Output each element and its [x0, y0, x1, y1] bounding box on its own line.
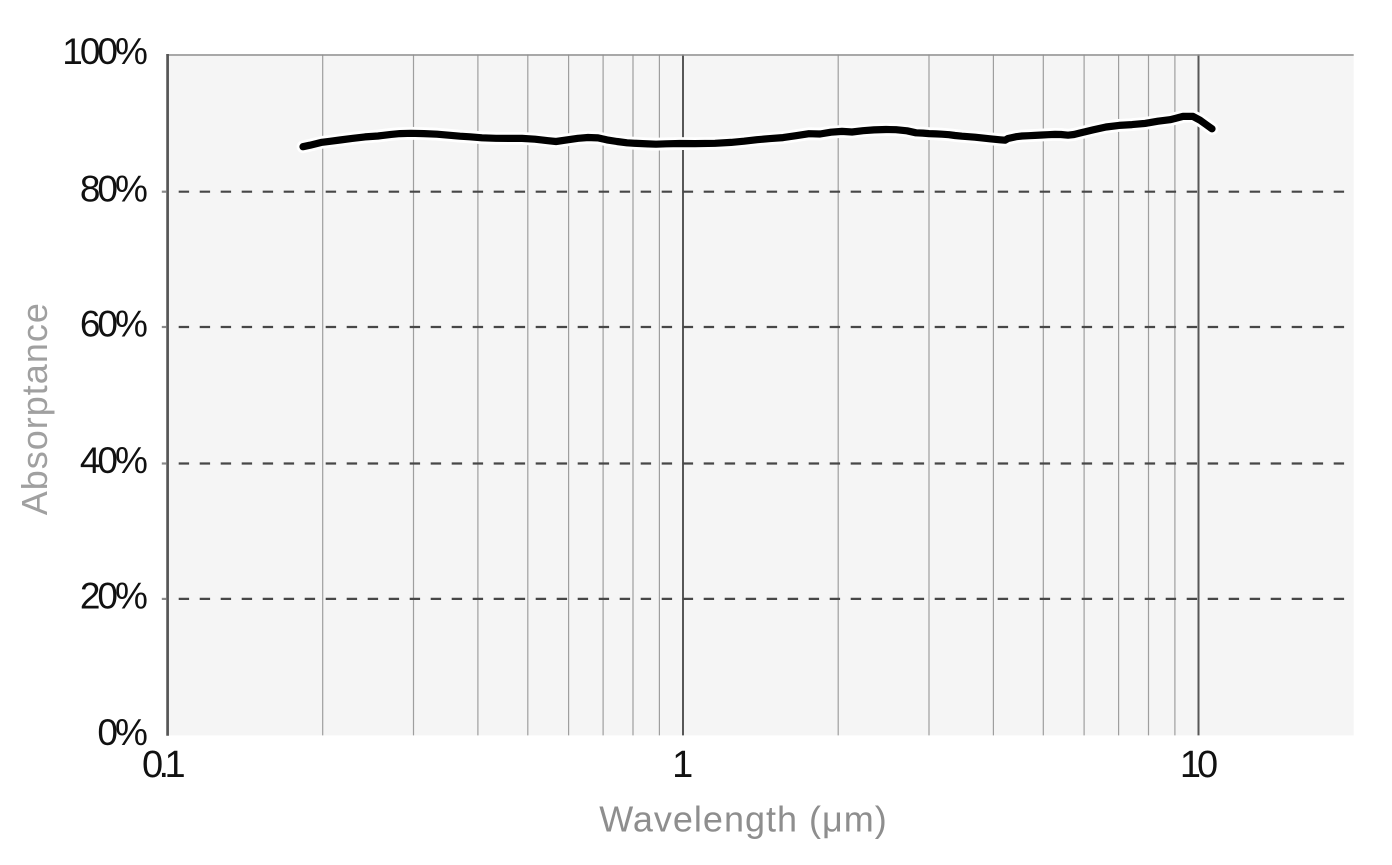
- svg-text:40%: 40%: [80, 440, 147, 481]
- svg-text:80%: 80%: [80, 168, 147, 209]
- svg-text:0.1: 0.1: [142, 744, 184, 786]
- svg-text:10: 10: [1180, 744, 1217, 786]
- svg-text:Absorptance: Absorptance: [14, 302, 55, 515]
- svg-text:1: 1: [672, 744, 693, 786]
- svg-text:0%: 0%: [97, 712, 147, 753]
- svg-text:100%: 100%: [62, 31, 147, 72]
- svg-text:20%: 20%: [80, 575, 147, 616]
- svg-text:Wavelength (μm): Wavelength (μm): [599, 798, 887, 839]
- svg-text:60%: 60%: [80, 304, 147, 345]
